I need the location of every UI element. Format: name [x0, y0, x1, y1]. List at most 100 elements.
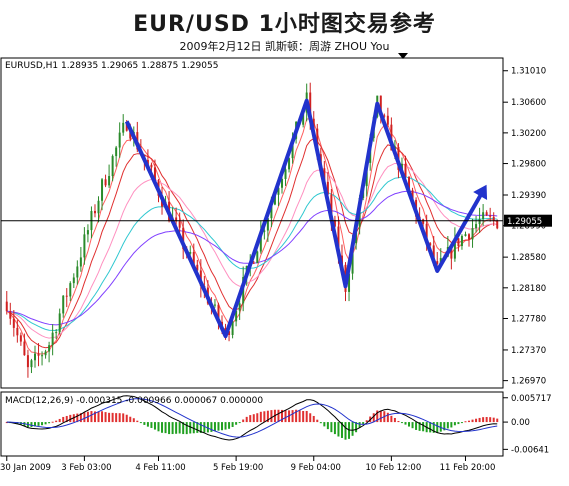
macd-histogram-bar — [400, 422, 403, 424]
macd-histogram-bar — [256, 413, 259, 423]
candle-body — [468, 234, 471, 240]
candle-body — [12, 318, 15, 328]
macd-histogram-bar — [397, 420, 400, 423]
candle-body — [330, 194, 333, 220]
macd-histogram-bar — [245, 416, 248, 423]
candle-body — [72, 277, 75, 284]
macd-histogram-bar — [266, 410, 269, 423]
candle-body — [333, 219, 336, 227]
candle-body — [30, 360, 33, 368]
candle-body — [189, 252, 192, 254]
macd-histogram-bar — [242, 419, 245, 423]
macd-histogram-bar — [44, 422, 47, 425]
macd-histogram-bar — [83, 412, 86, 423]
candle-body — [270, 204, 273, 219]
candle-body — [496, 220, 499, 229]
macd-histogram-bar — [76, 413, 79, 423]
macd-histogram-bar — [496, 418, 499, 423]
macd-histogram-bar — [330, 422, 333, 433]
macd-histogram-bar — [259, 411, 262, 423]
candle-body — [429, 243, 432, 246]
macd-histogram-bar — [393, 417, 396, 423]
candle-body — [351, 243, 354, 274]
candle-body — [291, 138, 294, 159]
candle-body — [196, 264, 199, 271]
candle-body — [51, 332, 54, 346]
chart-subtitle: 2009年2月12日 凯斯顿：周游 ZHOU You — [179, 40, 390, 53]
macd-series — [5, 395, 499, 441]
macd-histogram-bar — [415, 422, 418, 430]
candle-body — [23, 341, 26, 356]
macd-histogram-bar — [206, 422, 209, 433]
zigzag-arrow-shaft — [453, 188, 486, 242]
macd-histogram-bar — [79, 413, 82, 423]
candle-body — [256, 251, 259, 264]
candle-body — [422, 219, 425, 224]
price-tick-label: 1.28180 — [511, 284, 546, 294]
candle-body — [309, 92, 312, 119]
macd-histogram-bar — [439, 422, 442, 432]
price-axis: 1.310101.306001.302001.298001.293901.289… — [1, 67, 552, 387]
macd-histogram-bar — [460, 422, 463, 424]
time-tick-label: 30 Jan 2009 — [0, 463, 51, 473]
candle-body — [464, 234, 467, 236]
scroll-marker-icon — [398, 53, 408, 59]
macd-histogram-bar — [309, 413, 312, 423]
candle-body — [86, 230, 89, 235]
candle-body — [277, 187, 280, 195]
candle-body — [386, 115, 389, 125]
macd-histogram-bar — [475, 418, 478, 423]
macd-histogram-bar — [104, 412, 107, 423]
candle-body — [475, 224, 478, 229]
candle-body — [101, 179, 104, 201]
candle-body — [238, 303, 241, 311]
macd-histogram-bar — [139, 422, 142, 424]
macd-histogram-bar — [489, 417, 492, 423]
macd-histogram-bar — [111, 412, 114, 423]
candle-body — [111, 156, 114, 177]
candle-body — [460, 235, 463, 247]
macd-histogram-bar — [136, 420, 139, 423]
candle-body — [228, 331, 231, 335]
candle-body — [316, 128, 319, 155]
macd-histogram-bar — [277, 409, 280, 423]
candle-body — [288, 158, 291, 170]
candle-body — [9, 311, 12, 319]
candle-body — [129, 130, 132, 139]
macd-histogram-bar — [168, 422, 171, 435]
candle-body — [97, 200, 100, 214]
chart-title: EUR/USD 1小时图交易参考 — [133, 12, 436, 37]
macd-histogram-bar — [189, 422, 192, 434]
macd-histogram-bar — [379, 410, 382, 423]
macd-tick-label: 0.005717 — [511, 394, 552, 404]
macd-histogram-bar — [235, 422, 238, 425]
candle-body — [55, 332, 58, 334]
macd-histogram-bar — [291, 410, 294, 423]
macd-histogram-bar — [457, 422, 460, 425]
candle-body — [125, 122, 128, 131]
macd-histogram-bar — [51, 421, 54, 423]
time-tick-label: 9 Feb 04:00 — [291, 463, 341, 473]
macd-histogram-bar — [411, 422, 414, 429]
price-tick-label: 1.27780 — [511, 314, 546, 324]
zigzag-overlay — [124, 98, 488, 339]
macd-histogram-bar — [37, 422, 40, 426]
candle-body — [115, 147, 118, 157]
candle-body — [280, 178, 283, 188]
candle-body — [44, 351, 47, 356]
macd-histogram-bar — [482, 417, 485, 423]
candle-body — [383, 115, 386, 117]
macd-histogram-bar — [333, 422, 336, 435]
macd-histogram-bar — [319, 422, 322, 424]
macd-histogram-bar — [358, 422, 361, 428]
macd-histogram-bar — [171, 422, 174, 435]
current-price-tag — [504, 214, 552, 227]
macd-histogram-bar — [196, 422, 199, 433]
macd-histogram-bar — [478, 417, 481, 423]
candle-body — [16, 327, 19, 336]
macd-histogram-bar — [97, 411, 100, 423]
candle-body — [482, 212, 485, 219]
candle-body — [411, 190, 414, 200]
macd-histogram-bar — [464, 421, 467, 423]
macd-histogram-bar — [224, 422, 227, 430]
